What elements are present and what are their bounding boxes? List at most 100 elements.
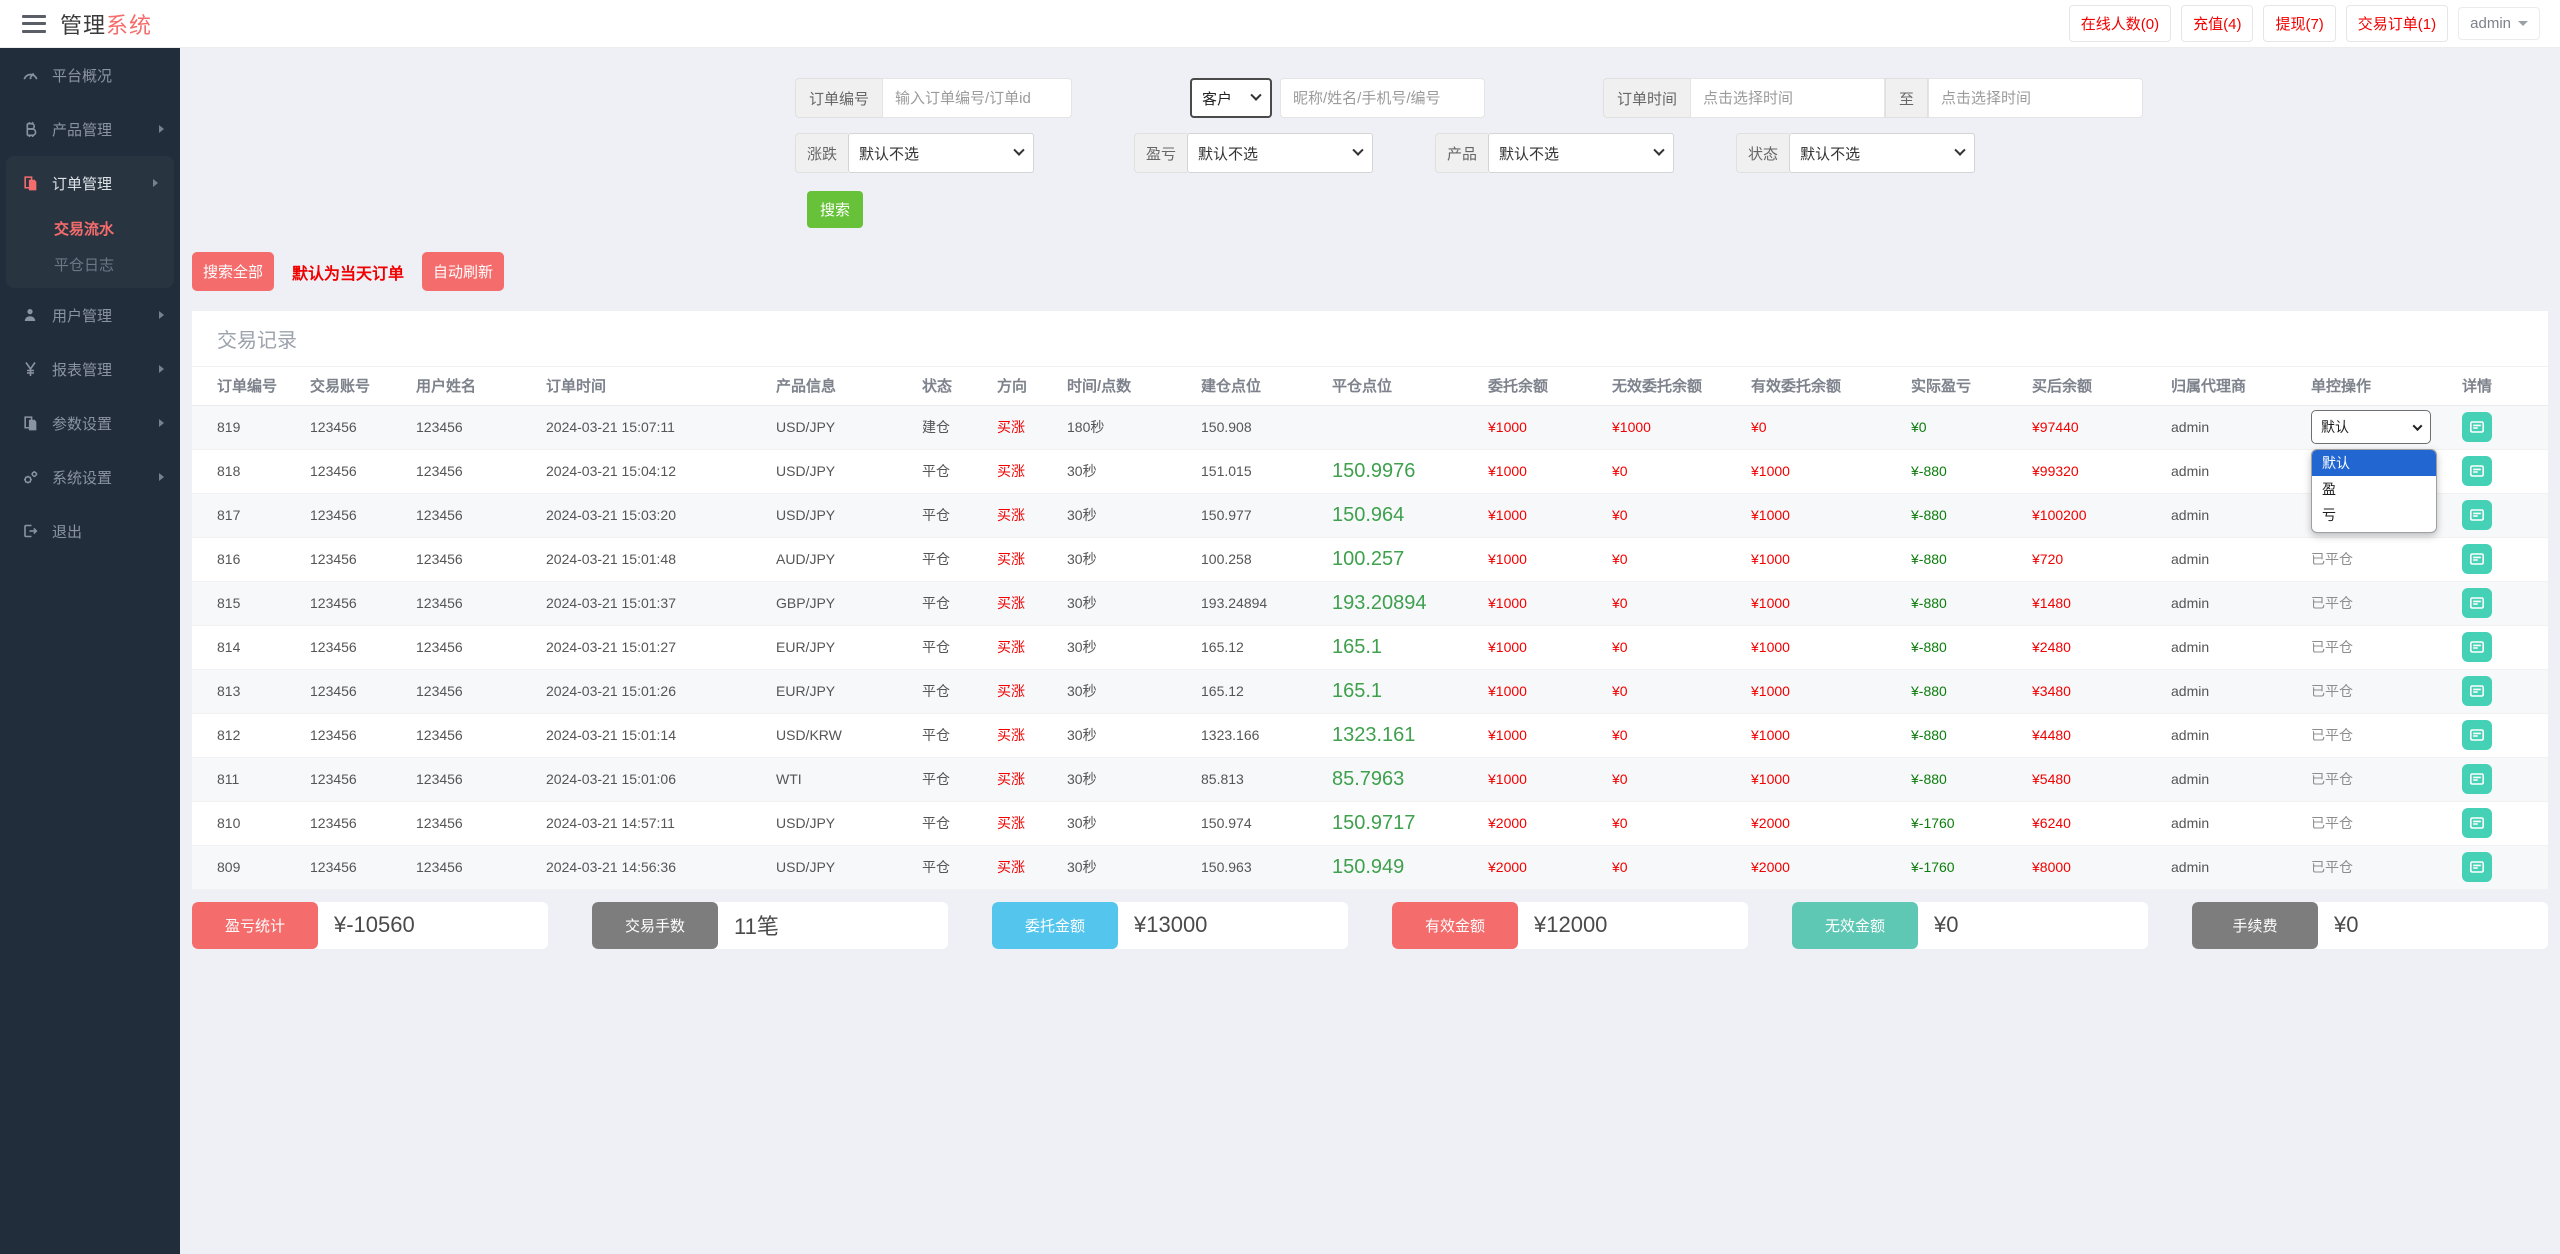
online-users-button[interactable]: 在线人数(0) (2068, 5, 2172, 42)
cell-id: 817 (192, 493, 310, 538)
dropdown-option[interactable]: 亏 (2322, 506, 2336, 523)
cell-duration: 30秒 (1067, 493, 1201, 538)
stat-value: ¥13000 (1134, 912, 1208, 937)
detail-button[interactable] (2462, 676, 2492, 706)
cell-close: 150.9717 (1332, 801, 1488, 846)
cell-direction: 买涨 (997, 757, 1067, 802)
cell-entrust: ¥1000 (1488, 625, 1612, 670)
updown-value: 默认不选 (859, 145, 920, 163)
product-select[interactable]: 默认不选 (1488, 133, 1675, 173)
cell-account: 123456 (310, 493, 416, 538)
sidebar-item-user-management[interactable]: 用户管理 (0, 288, 180, 342)
row-control-select[interactable]: 默认 (2311, 410, 2431, 444)
card-icon (2469, 465, 2484, 477)
detail-button[interactable] (2462, 852, 2492, 882)
cell-invalid: ¥0 (1612, 493, 1751, 538)
recharge-button[interactable]: 充值(4) (2181, 5, 2254, 42)
time-to-input[interactable] (1928, 78, 2144, 118)
dropdown-option[interactable]: 默认 (2312, 449, 2436, 476)
sidebar-item-reports[interactable]: 报表管理 (0, 342, 180, 396)
cell-status: 平仓 (922, 625, 997, 670)
detail-button[interactable] (2462, 808, 2492, 838)
detail-button[interactable] (2462, 500, 2492, 530)
detail-button[interactable] (2462, 412, 2492, 442)
sidebar-subitem-close-log[interactable]: 平仓日志 (54, 256, 115, 274)
cell-product: USD/JPY (776, 405, 922, 450)
stat-value: 11笔 (734, 914, 779, 939)
cell-name: 123456 (416, 757, 546, 802)
files-icon (20, 174, 40, 192)
chevron-down-icon (1653, 144, 1665, 156)
cell-detail (2462, 669, 2548, 714)
customer-type-select[interactable]: 客户 (1190, 78, 1273, 118)
cell-direction: 买涨 (997, 845, 1067, 890)
sidebar-item-label: 参数设置 (52, 415, 113, 433)
cell-profit: ¥0 (1911, 405, 2032, 450)
stat-group: 无效金额 ¥0 (1792, 901, 2148, 949)
detail-button[interactable] (2462, 632, 2492, 662)
detail-button[interactable] (2462, 456, 2492, 486)
cell-open: 150.974 (1201, 801, 1332, 846)
column-header-time: 订单时间 (546, 367, 776, 406)
sidebar-subitem-trade-flow[interactable]: 交易流水 (54, 220, 115, 238)
status-select[interactable]: 默认不选 (1789, 133, 1976, 173)
stat-value: ¥0 (2334, 912, 2359, 937)
time-from-input[interactable] (1690, 78, 1886, 118)
updown-select[interactable]: 默认不选 (848, 133, 1035, 173)
cell-account: 123456 (310, 713, 416, 758)
cell-entrust: ¥1000 (1488, 537, 1612, 582)
row-control-options: 默认盈亏 (2311, 448, 2437, 533)
cell-direction: 买涨 (997, 713, 1067, 758)
detail-button[interactable] (2462, 720, 2492, 750)
user-menu[interactable]: admin (2458, 7, 2540, 40)
cell-product: USD/JPY (776, 801, 922, 846)
cell-status: 平仓 (922, 757, 997, 802)
cell-time: 2024-03-21 15:04:12 (546, 449, 776, 494)
cell-time: 2024-03-21 15:07:11 (546, 405, 776, 450)
panel-title: 交易记录 (192, 311, 2548, 367)
cell-agent: admin (2171, 713, 2311, 758)
profitloss-value: 默认不选 (1198, 145, 1259, 163)
profitloss-select[interactable]: 默认不选 (1187, 133, 1374, 173)
cell-open: 150.977 (1201, 493, 1332, 538)
cell-direction: 买涨 (997, 449, 1067, 494)
main-content: 订单编号 客户 订单时间 至 (180, 48, 2560, 1254)
filter-row-1: 订单编号 客户 订单时间 至 (795, 78, 2560, 118)
customer-search-input[interactable] (1280, 78, 1486, 118)
withdraw-button[interactable]: 提现(7) (2263, 5, 2336, 42)
search-all-button[interactable]: 搜索全部 (192, 252, 275, 291)
detail-button[interactable] (2462, 764, 2492, 794)
table-row: 819 123456 123456 2024-03-21 15:07:11 USD/JP… (192, 405, 2548, 533)
stat-group: 委托金额 ¥13000 (992, 901, 1348, 949)
cell-time: 2024-03-21 15:01:26 (546, 669, 776, 714)
sidebar-item-overview[interactable]: 平台概况 (0, 48, 180, 102)
detail-button[interactable] (2462, 544, 2492, 574)
product-value: 默认不选 (1499, 145, 1560, 163)
card-icon (2469, 729, 2484, 741)
cell-open: 165.12 (1201, 669, 1332, 714)
sidebar-item-order-management[interactable]: 订单管理 (6, 156, 174, 210)
order-no-input[interactable] (882, 78, 1073, 118)
detail-button[interactable] (2462, 588, 2492, 618)
sidebar-item-system[interactable]: 系统设置 (0, 450, 180, 504)
cell-duration: 30秒 (1067, 537, 1201, 582)
sidebar-item-parameters[interactable]: 参数设置 (0, 396, 180, 450)
card-icon (2469, 817, 2484, 829)
trade-orders-button[interactable]: 交易订单(1) (2345, 5, 2449, 42)
cell-duration: 30秒 (1067, 669, 1201, 714)
sidebar-item-logout[interactable]: 退出 (0, 504, 180, 558)
sidebar-item-label: 系统设置 (52, 469, 113, 487)
auto-refresh-button[interactable]: 自动刷新 (422, 252, 505, 291)
hamburger-menu-icon[interactable] (22, 14, 46, 33)
cell-direction: 买涨 (997, 625, 1067, 670)
sidebar-item-product[interactable]: 产品管理 (0, 102, 180, 156)
search-button[interactable]: 搜索 (807, 191, 864, 228)
logo-accent: 系统 (106, 12, 153, 38)
column-header-name: 用户姓名 (416, 367, 546, 406)
cell-status: 平仓 (922, 669, 997, 714)
cell-invalid: ¥0 (1612, 669, 1751, 714)
today-orders-button[interactable]: 默认为当天订单 (292, 260, 404, 284)
cell-profit: ¥-1760 (1911, 801, 2032, 846)
cell-entrust: ¥1000 (1488, 669, 1612, 714)
dropdown-option[interactable]: 盈 (2322, 480, 2336, 497)
